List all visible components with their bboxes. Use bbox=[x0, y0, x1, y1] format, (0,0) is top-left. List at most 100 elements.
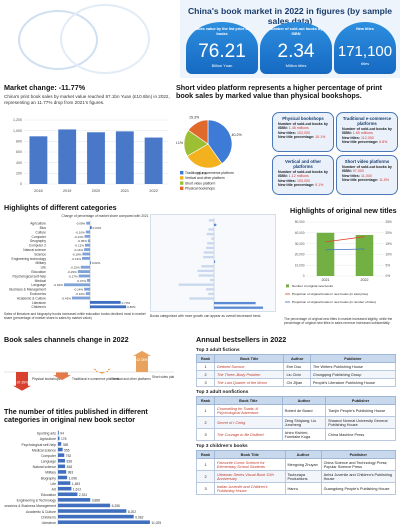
bar bbox=[90, 300, 121, 304]
y-tick-label: 600 bbox=[16, 150, 22, 154]
column-header: Publisher bbox=[320, 450, 397, 459]
bar bbox=[214, 223, 217, 227]
bar bbox=[90, 261, 91, 265]
category-share-change-chart: Agriculture -0.09% Bios 0.04% Culture -0.10% C… bbox=[9, 221, 136, 309]
bar bbox=[144, 137, 163, 184]
bar bbox=[87, 239, 90, 243]
box-label: Number of sold-out books by ISBN: bbox=[342, 165, 392, 174]
y-tick-label: 10,000 bbox=[295, 263, 305, 267]
rank-cell: 1 bbox=[196, 458, 215, 471]
title-cell: The Courage to Be Disliked bbox=[214, 428, 283, 441]
bar bbox=[85, 230, 90, 234]
category-label: Bios bbox=[40, 226, 47, 230]
table-row: 1 Dedned Survuor Erei Dou The Writers Publi… bbox=[196, 362, 397, 371]
category-label: Education bbox=[41, 493, 56, 497]
y-tick-label: 1,200 bbox=[13, 118, 22, 122]
bar bbox=[29, 136, 48, 184]
original-titles-chart: 0 10,000 20,000 30,000 40,000 50,000 0% 5% 10% 15… bbox=[285, 220, 392, 304]
category-label: Culture bbox=[35, 230, 46, 234]
box-value: 11,000 bbox=[360, 173, 372, 178]
channels-title: Book sales channels change in 2022 bbox=[4, 335, 129, 344]
category-secondary-chart bbox=[178, 218, 264, 310]
box-value: 100,000 bbox=[296, 178, 310, 183]
rank-cell: 3 bbox=[196, 378, 215, 387]
value-label: -0.27% bbox=[68, 274, 78, 278]
category-label: Economics & Business Management bbox=[4, 504, 56, 508]
value-label: -0.43% bbox=[61, 296, 71, 300]
value-label: 1,612 bbox=[73, 487, 81, 491]
box-vertical-platforms: Vertical and other platforms Number of s… bbox=[272, 155, 334, 195]
legend-swatch bbox=[180, 176, 184, 180]
fiction-heading: Top 3 adult fictions bbox=[196, 348, 240, 353]
box-line: Number of sold-out books by ISBN: 1.65 m… bbox=[342, 127, 392, 136]
box-label: New title percentage: bbox=[342, 178, 379, 183]
box-label: New titles: bbox=[278, 178, 296, 183]
kpi-sales-value: Sales value by the list price of books 7… bbox=[186, 22, 258, 74]
bar bbox=[197, 269, 214, 273]
x-tick-label: 2020 bbox=[92, 189, 100, 193]
column-header: Publisher bbox=[325, 396, 396, 405]
value-label: 11,025 bbox=[151, 521, 161, 525]
x-tick-label: 2019 bbox=[63, 189, 71, 193]
category-label: Business & Management bbox=[9, 288, 46, 292]
categories-caption: Change of percentage of market share com… bbox=[61, 214, 149, 218]
value-label: 8,202 bbox=[128, 510, 136, 514]
channel-label: Traditional e-commerce platforms bbox=[72, 377, 120, 381]
value-label: 1,483 bbox=[72, 482, 80, 486]
header-graphic bbox=[0, 0, 180, 78]
box-value: 97,000 bbox=[352, 169, 364, 174]
table-header-row: Rank Book Title Author Publisher bbox=[196, 396, 396, 405]
bestsellers-panel: Top 3 adult fictions Rank Book Title Aut… bbox=[196, 345, 397, 495]
y-tick-label: 800 bbox=[16, 140, 22, 144]
legend-label: Traditional e-commerce platform bbox=[185, 171, 234, 175]
rank-cell: 2 bbox=[196, 370, 215, 379]
channel-share-pie-chart: 40.2% 26.4% 18.1% 15.3% Traditional e-commer… bbox=[176, 116, 242, 191]
bar bbox=[206, 232, 214, 236]
table-row: 3 Indian Juvenile and Children's Publishi… bbox=[196, 482, 397, 495]
category-label: Geography bbox=[30, 239, 47, 243]
category-label: Military bbox=[45, 471, 56, 475]
bar bbox=[58, 431, 59, 435]
title-cell: The Last Quarter of the Moon bbox=[213, 378, 285, 387]
value-label: -0.10% bbox=[75, 292, 85, 296]
value-label: 838 bbox=[66, 460, 72, 464]
value-label: -3.80% bbox=[97, 364, 108, 368]
table-row: 2 Ultraman Series Visual Book 32th Annive… bbox=[196, 470, 397, 483]
rank-cell: 3 bbox=[196, 428, 215, 441]
author-cell: Hanru bbox=[284, 482, 322, 495]
category-label: Academic & Culture bbox=[26, 510, 56, 514]
pie-slice bbox=[187, 119, 209, 145]
legend-label: Proportion of original books in new book… bbox=[292, 300, 376, 304]
bar bbox=[84, 243, 90, 247]
box-line: New titles: 112,000 bbox=[342, 136, 392, 140]
bar bbox=[207, 242, 214, 245]
x-tick-label: 2021 bbox=[121, 189, 129, 193]
bar bbox=[58, 458, 65, 463]
column-header: Author bbox=[281, 396, 327, 405]
categories-title: Highlights of different categories bbox=[4, 203, 117, 212]
category-label: Economics bbox=[30, 292, 46, 296]
rank-cell: 2 bbox=[196, 416, 215, 429]
bar bbox=[58, 447, 63, 452]
rank-cell: 1 bbox=[196, 362, 215, 371]
bar bbox=[85, 292, 90, 296]
legend-label: Proportion of original books in new book… bbox=[292, 292, 368, 296]
box-label: New title percentage: bbox=[278, 135, 315, 140]
category-label: Art bbox=[52, 487, 56, 491]
bar bbox=[80, 265, 90, 269]
category-label: Biography bbox=[41, 476, 57, 480]
box-label: Number of sold-out books by ISBN: bbox=[278, 170, 328, 179]
box-label: New title percentage: bbox=[342, 140, 379, 145]
publisher-cell: China Science and Technology Press; Popu… bbox=[320, 458, 397, 471]
column-header: Author bbox=[283, 354, 311, 363]
box-traditional-ecommerce: Traditional e-commerce platforms Number … bbox=[336, 112, 398, 152]
box-label: New titles: bbox=[278, 130, 296, 135]
legend-label: Number of original new books bbox=[292, 284, 333, 288]
market-change-description: China's print book sales by market value… bbox=[4, 94, 170, 105]
box-heading: Short video platforms bbox=[344, 159, 390, 164]
value-label: 555 bbox=[64, 448, 70, 452]
value-label: -0.62% bbox=[53, 283, 63, 287]
market-value-bar-chart: 0 200 400 600 800 1,000 1,200 2018 2019 2020 2021 2… bbox=[13, 118, 168, 193]
category-label: Children's bbox=[31, 305, 46, 309]
category-label: Psychological self-help bbox=[12, 274, 46, 278]
